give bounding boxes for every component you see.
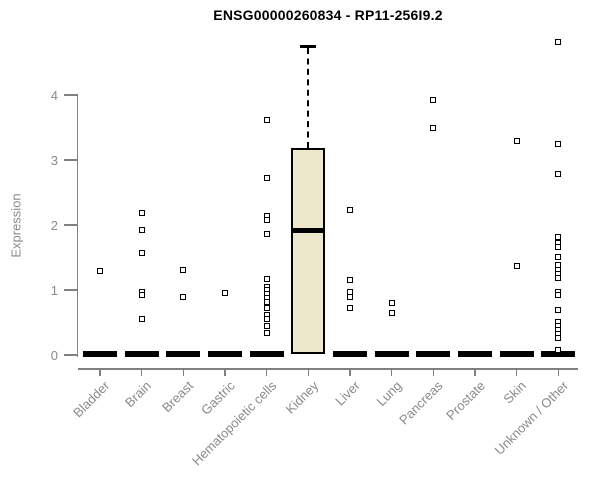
outlier-point (555, 253, 562, 260)
x-tick (182, 369, 185, 376)
zero-median-bar (416, 351, 451, 357)
x-tick (474, 369, 476, 376)
outlier-point (555, 233, 562, 240)
x-tick (307, 369, 310, 376)
whisker-cap (300, 45, 317, 48)
zero-median-bar (208, 351, 242, 357)
outlier-point (263, 116, 270, 123)
zero-median-bar (374, 351, 409, 357)
zero-median-bar (499, 351, 534, 357)
x-category-label: Prostate (442, 378, 488, 423)
y-tick (64, 224, 78, 226)
outlier-point (138, 249, 145, 256)
x-category-label: Unknown / Other (491, 378, 571, 458)
outlier-point (263, 175, 270, 182)
outlier-point (263, 216, 270, 223)
outlier-point (263, 304, 270, 311)
zero-median-bar (333, 351, 367, 357)
zero-median-bar (541, 351, 576, 357)
y-tick (64, 289, 78, 291)
x-tick (99, 369, 101, 376)
x-category-label: Liver (332, 378, 363, 409)
x-tick (515, 369, 518, 376)
x-category-label: Brain (122, 378, 155, 411)
box (291, 148, 326, 354)
outlier-point (347, 294, 353, 301)
outlier-point (430, 125, 437, 132)
outlier-point (388, 310, 395, 317)
outlier-point (180, 266, 187, 273)
outlier-point (263, 231, 270, 238)
x-category-label: Lung (373, 378, 405, 410)
y-tick (64, 94, 78, 96)
y-axis-title: Expression (8, 193, 24, 258)
x-tick (557, 369, 560, 376)
outlier-point (555, 244, 562, 251)
outlier-point (347, 207, 353, 214)
x-category-label: Gastric (197, 378, 238, 418)
outlier-point (347, 276, 353, 283)
x-tick (432, 369, 435, 376)
outlier-point (555, 274, 562, 281)
outlier-point (555, 170, 562, 177)
outlier-point (513, 262, 520, 269)
x-tick (265, 369, 268, 376)
y-tick-label: 1 (50, 282, 58, 298)
zero-median-bar (124, 351, 159, 357)
outlier-point (555, 346, 562, 353)
outlier-point (555, 335, 562, 342)
outlier-point (180, 294, 187, 301)
outlier-point (555, 141, 562, 148)
zero-median-bar (83, 351, 117, 357)
x-axis-line (78, 368, 578, 370)
upper-whisker (307, 48, 310, 149)
outlier-point (513, 138, 520, 145)
zero-median-bar (249, 351, 284, 357)
x-category-label: Breast (158, 378, 196, 416)
outlier-point (263, 323, 270, 330)
outlier-point (555, 291, 562, 298)
outlier-point (222, 289, 228, 296)
y-tick (64, 159, 78, 161)
y-axis-line (76, 95, 78, 357)
outlier-point (138, 316, 145, 323)
y-tick-label: 4 (50, 87, 58, 103)
zero-median-bar (166, 351, 201, 357)
outlier-point (555, 39, 562, 46)
x-category-label: Kidney (282, 378, 321, 417)
x-tick (140, 369, 143, 376)
outlier-point (555, 307, 562, 314)
outlier-point (388, 300, 395, 306)
zero-median-bar (458, 351, 492, 357)
x-tick (349, 369, 351, 376)
outlier-point (430, 97, 437, 104)
outlier-point (138, 227, 145, 234)
outlier-point (138, 210, 145, 217)
y-tick-label: 2 (50, 217, 58, 233)
outlier-point (263, 315, 270, 322)
outlier-point (347, 304, 353, 311)
x-tick (224, 369, 226, 376)
x-tick (390, 369, 393, 376)
chart-title: ENSG00000260834 - RP11-256I9.2 (213, 7, 443, 23)
outlier-point (263, 298, 270, 305)
outlier-point (97, 268, 103, 275)
x-category-label: Pancreas (396, 378, 446, 428)
y-tick-label: 0 (50, 347, 58, 363)
outlier-point (263, 329, 270, 336)
median-line (291, 227, 326, 233)
x-category-label: Skin (500, 378, 530, 407)
outlier-point (263, 275, 270, 282)
y-tick-label: 3 (50, 152, 58, 168)
outlier-point (138, 292, 145, 299)
y-tick (64, 354, 78, 356)
x-category-label: Bladder (70, 378, 113, 421)
